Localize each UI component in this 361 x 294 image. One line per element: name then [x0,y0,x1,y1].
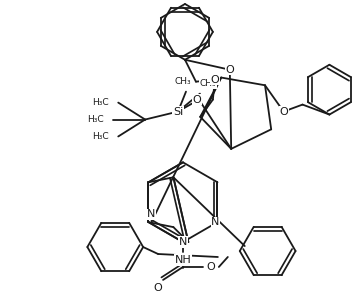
Text: N: N [147,209,156,219]
Text: H₃C: H₃C [92,98,108,107]
Text: O: O [206,262,215,272]
Text: N: N [179,237,187,247]
Text: O: O [192,95,201,105]
Text: NH: NH [175,255,191,265]
Text: Si: Si [173,106,183,116]
Text: H₃C: H₃C [92,132,108,141]
Text: O: O [154,283,162,293]
Text: N: N [211,217,220,227]
Text: O: O [225,65,234,75]
Text: O: O [279,106,288,116]
Text: CH₃: CH₃ [175,77,191,86]
Text: H₃C: H₃C [87,115,103,124]
Text: CH₃: CH₃ [200,79,216,88]
Text: O: O [210,75,219,85]
